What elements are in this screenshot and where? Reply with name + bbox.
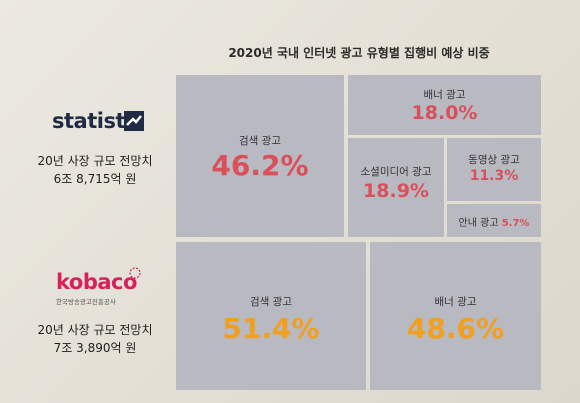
treemap-tile: 검색 광고 51.4% (176, 242, 366, 390)
kobaco-logo-icon (129, 267, 141, 279)
treemap-tile: 배너 광고 18.0% (348, 75, 541, 135)
tile-label: 배너 광고 (434, 296, 477, 308)
tile-label: 검색 광고 (239, 135, 281, 147)
statista-logo-icon (124, 111, 144, 131)
tile-label: 안내 광고 (458, 218, 499, 229)
kobaco-forecast-label: 20년 사장 규모 전망치 (37, 323, 153, 337)
treemap-tile: 소셜미디어 광고 18.9% (348, 138, 444, 237)
tile-value: 18.0% (411, 102, 478, 124)
kobaco-forecast: 20년 사장 규모 전망치 7조 3,890억 원 (20, 321, 170, 357)
statista-forecast: 20년 사장 규모 전망치 6조 8,715억 원 (20, 152, 170, 188)
tile-label: 배너 광고 (423, 89, 466, 101)
tile-value: 18.9% (363, 180, 429, 202)
kobaco-logo: kobaco (56, 270, 137, 294)
kobaco-forecast-value: 7조 3,890억 원 (53, 341, 137, 355)
tile-value: 51.4% (222, 312, 320, 345)
tile-value: 11.3% (469, 168, 519, 184)
treemap-tile: 동영상 광고 11.3% (447, 138, 541, 201)
treemap-tile: 배너 광고 48.6% (370, 242, 541, 390)
tile-value: 46.2% (211, 149, 309, 182)
statista-forecast-label: 20년 사장 규모 전망치 (37, 154, 153, 168)
treemap-tile: 안내 광고 5.7% (447, 204, 541, 237)
statista-forecast-value: 6조 8,715억 원 (53, 172, 137, 186)
tile-label: 검색 광고 (250, 296, 292, 308)
tile-value: 48.6% (406, 312, 505, 345)
tile-label: 동영상 광고 (468, 154, 520, 166)
kobaco-subtitle: 한국방송광고진흥공사 (56, 298, 116, 306)
treemap-tile: 검색 광고 46.2% (176, 75, 344, 237)
tile-value: 5.7% (501, 218, 530, 229)
tile-label: 소셜미디어 광고 (360, 166, 432, 178)
chart-title: 2020년 국내 인터넷 광고 유형별 집행비 예상 비중 (228, 46, 490, 60)
